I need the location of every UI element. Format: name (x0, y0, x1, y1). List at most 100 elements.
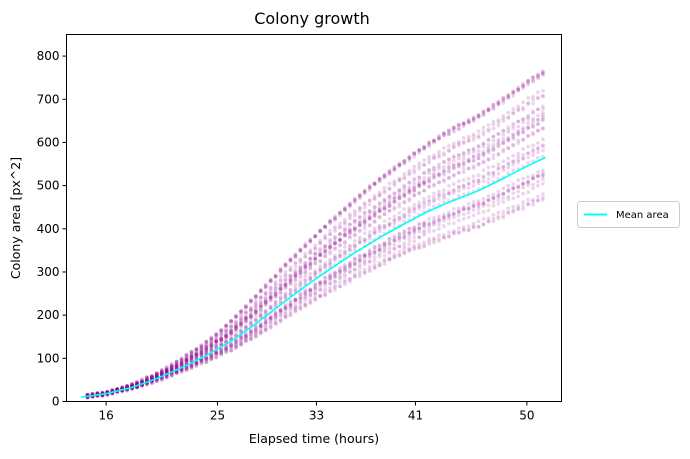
data-point (461, 121, 466, 126)
data-point (516, 154, 521, 159)
data-point (229, 349, 234, 353)
data-point (531, 186, 535, 191)
data-point (367, 253, 372, 257)
data-point (249, 315, 253, 319)
data-point (442, 179, 446, 184)
data-point (278, 269, 283, 273)
data-point (432, 156, 436, 161)
data-point (521, 176, 525, 181)
data-point (253, 331, 258, 336)
data-point (516, 108, 521, 113)
data-point (447, 148, 451, 152)
data-point (253, 311, 258, 316)
data-point (387, 236, 392, 241)
data-point (496, 102, 501, 107)
data-point (427, 226, 431, 231)
data-point (397, 239, 402, 243)
data-point (417, 183, 422, 188)
data-point (219, 350, 224, 354)
data-point (125, 384, 129, 389)
data-point (521, 137, 525, 142)
data-point (263, 309, 268, 314)
data-point (343, 244, 347, 249)
data-point (367, 209, 372, 214)
data-point (481, 149, 486, 154)
data-point (318, 288, 323, 293)
data-point (253, 306, 258, 311)
data-point (154, 373, 159, 378)
data-point (189, 355, 194, 359)
data-point (392, 254, 397, 259)
data-point (298, 247, 303, 252)
data-point (471, 154, 476, 159)
data-point (348, 269, 352, 274)
data-point (318, 279, 323, 284)
data-point (263, 285, 268, 290)
data-point (184, 356, 189, 361)
data-point (501, 141, 506, 146)
data-point (397, 176, 402, 181)
data-point (313, 297, 318, 302)
data-point (461, 157, 466, 162)
data-point (407, 226, 412, 231)
data-point (442, 233, 446, 237)
data-point (189, 350, 194, 354)
data-point (461, 167, 466, 172)
data-point (268, 315, 273, 319)
data-point (169, 365, 174, 370)
data-point (298, 267, 303, 272)
data-point (194, 351, 199, 356)
data-point (194, 361, 199, 366)
data-point (273, 291, 278, 296)
data-point (501, 149, 506, 154)
data-point (402, 185, 407, 189)
data-point (461, 225, 466, 230)
data-point (427, 239, 431, 244)
data-point (387, 222, 392, 226)
data-point (298, 291, 303, 296)
y-tick-label: 300 (37, 265, 60, 279)
data-point (283, 292, 288, 297)
data-point (288, 257, 293, 261)
data-point (541, 143, 545, 148)
data-point (199, 348, 204, 353)
data-point (362, 270, 367, 275)
data-point (417, 206, 422, 211)
data-point (506, 116, 511, 120)
data-point (501, 116, 506, 121)
data-point (437, 173, 441, 178)
data-point (516, 130, 521, 134)
data-point (491, 134, 496, 139)
data-point (174, 371, 179, 375)
data-point (194, 353, 199, 357)
data-point (268, 319, 273, 324)
data-point (422, 200, 426, 205)
data-point (392, 191, 397, 196)
data-point (466, 186, 471, 191)
data-point (224, 337, 229, 342)
data-point (471, 184, 476, 188)
data-point (234, 342, 238, 347)
data-point (372, 211, 377, 216)
data-point (422, 181, 426, 186)
data-point (184, 352, 189, 357)
data-point (343, 229, 347, 233)
data-point (224, 335, 229, 339)
data-point (249, 307, 253, 311)
data-point (293, 278, 298, 283)
data-point (432, 165, 436, 170)
data-point (348, 222, 352, 227)
data-point (476, 178, 481, 182)
data-point (214, 335, 219, 339)
data-point (382, 185, 387, 190)
data-point (486, 157, 491, 162)
data-point (422, 233, 426, 238)
data-point (367, 255, 372, 260)
data-point (229, 344, 234, 349)
data-point (526, 102, 530, 106)
data-point (422, 179, 426, 184)
data-point (352, 228, 357, 233)
data-point (268, 279, 273, 284)
data-point (273, 299, 278, 304)
data-point (372, 265, 377, 270)
